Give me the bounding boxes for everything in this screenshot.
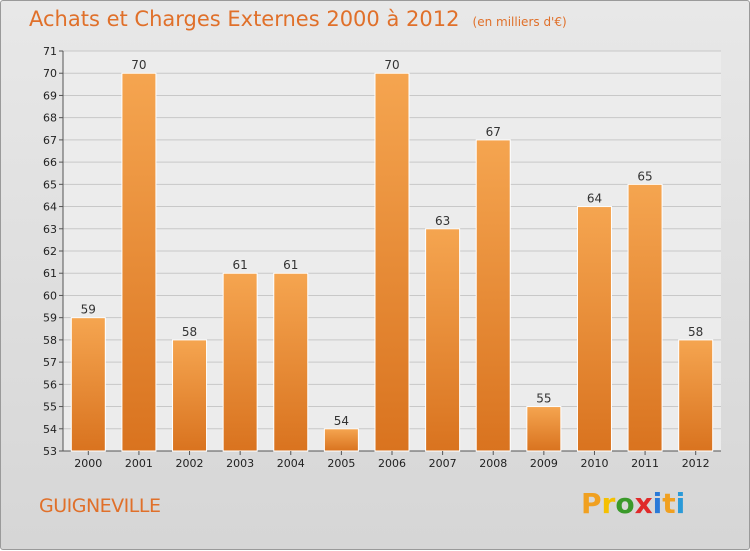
x-tick-label-2010: 2010	[580, 457, 608, 470]
bar-2001	[121, 72, 157, 452]
y-tick-label: 56	[43, 378, 57, 391]
y-tick-label: 53	[43, 445, 57, 458]
y-tick-label: 62	[43, 245, 57, 258]
x-tick-label-2012: 2012	[682, 457, 710, 470]
logo-letter: i	[675, 487, 686, 520]
bar-2002	[172, 339, 208, 452]
value-label-2007: 63	[435, 214, 450, 228]
y-tick-label: 66	[43, 156, 57, 169]
y-tick-label: 67	[43, 134, 57, 147]
x-tick-label-2003: 2003	[226, 457, 254, 470]
value-label-2004: 61	[283, 258, 298, 272]
logo-letter: o	[615, 487, 635, 520]
bar-2006	[374, 72, 410, 452]
bar-2007	[425, 228, 461, 452]
x-tick-label-2006: 2006	[378, 457, 406, 470]
bar-2004	[273, 272, 309, 452]
x-tick-label-2007: 2007	[429, 457, 457, 470]
bar-2003	[222, 272, 258, 452]
y-tick-label: 69	[43, 89, 57, 102]
x-tick-label-2004: 2004	[277, 457, 305, 470]
y-tick-label: 61	[43, 267, 57, 280]
y-tick-label: 58	[43, 334, 57, 347]
y-tick-label: 70	[43, 67, 57, 80]
value-label-2010: 64	[587, 192, 602, 206]
value-label-2008: 67	[486, 125, 501, 139]
x-tick-label-2001: 2001	[125, 457, 153, 470]
y-tick-label: 54	[43, 423, 57, 436]
x-tick-label-2005: 2005	[327, 457, 355, 470]
x-tick-label-2011: 2011	[631, 457, 659, 470]
value-label-2002: 58	[182, 325, 197, 339]
value-label-2012: 58	[688, 325, 703, 339]
y-tick-label: 57	[43, 356, 57, 369]
y-tick-label: 55	[43, 401, 57, 414]
logo-letter: P	[581, 487, 602, 520]
value-label-2009: 55	[536, 392, 551, 406]
value-label-2003: 61	[233, 258, 248, 272]
x-tick-label-2000: 2000	[74, 457, 102, 470]
y-tick-label: 68	[43, 112, 57, 125]
value-label-2001: 70	[131, 58, 146, 72]
y-tick-label: 71	[43, 45, 57, 58]
logo-letter: t	[662, 487, 676, 520]
y-tick-label: 59	[43, 312, 57, 325]
bar-2005	[323, 428, 359, 452]
x-tick-label-2002: 2002	[176, 457, 204, 470]
bar-2009	[526, 406, 562, 452]
bar-2012	[678, 339, 714, 452]
chart-title-block: Achats et Charges Externes 2000 à 2012 (…	[29, 7, 567, 31]
logo-letter: x	[634, 487, 653, 520]
bar-2011	[627, 183, 663, 452]
proxiti-logo[interactable]: Proxiti	[581, 487, 685, 520]
y-tick-label: 65	[43, 178, 57, 191]
value-label-2011: 65	[637, 169, 652, 183]
bar-2010	[576, 206, 612, 452]
y-tick-label: 63	[43, 223, 57, 236]
value-label-2005: 54	[334, 414, 349, 428]
logo-letter: i	[652, 487, 663, 520]
chart-title: Achats et Charges Externes 2000 à 2012	[29, 7, 460, 31]
x-tick-label-2008: 2008	[479, 457, 507, 470]
bar-2008	[475, 139, 511, 452]
chart-unit: (en milliers d'€)	[472, 15, 567, 29]
value-label-2006: 70	[384, 58, 399, 72]
value-label-2000: 59	[81, 303, 96, 317]
x-tick-label-2009: 2009	[530, 457, 558, 470]
y-tick-label: 60	[43, 289, 57, 302]
y-tick-label: 64	[43, 201, 57, 214]
town-name: GUIGNEVILLE	[39, 495, 161, 517]
logo-letter: r	[601, 487, 616, 520]
bar-2000	[70, 317, 106, 452]
